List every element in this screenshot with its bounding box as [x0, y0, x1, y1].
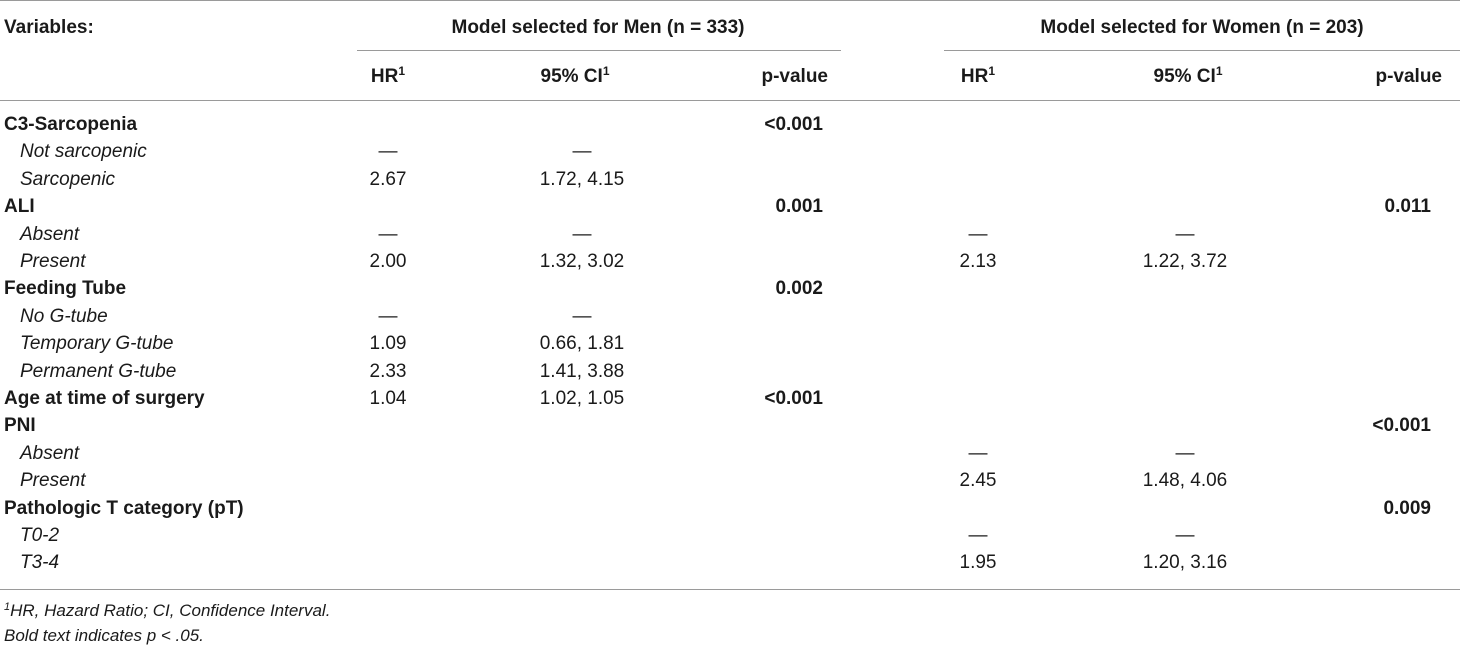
- table-bottom-rule: [0, 589, 1460, 590]
- women-hr-cell: 2.45: [959, 470, 997, 491]
- women-hr-cell: —: [968, 525, 988, 546]
- men-ci-cell: 1.41, 3.88: [539, 361, 625, 382]
- top-rule: [0, 0, 1460, 1]
- men-ci-header: 95% CI1: [540, 64, 610, 87]
- women-ci-cell: —: [1175, 224, 1195, 245]
- level-label: No G-tube: [20, 306, 108, 327]
- men-pvalue-cell: 0.001: [775, 196, 823, 217]
- men-pvalue-header: p-value: [761, 66, 828, 87]
- women-ci-cell: 1.22, 3.72: [1142, 251, 1228, 272]
- men-pvalue-cell: 0.002: [775, 278, 823, 299]
- level-label: Absent: [20, 224, 80, 245]
- women-group-header: Model selected for Women (n = 203): [1040, 17, 1364, 38]
- footnote-abbreviations: 1HR, Hazard Ratio; CI, Confidence Interv…: [4, 601, 331, 620]
- men-ci-cell: 1.72, 4.15: [539, 169, 625, 190]
- men-hr-cell: —: [378, 224, 398, 245]
- men-ci-cell: —: [572, 141, 592, 162]
- women-hr-header: HR1: [960, 64, 996, 87]
- men-hr-cell: 2.33: [369, 361, 407, 382]
- women-pvalue-cell: 0.009: [1383, 498, 1431, 519]
- variables-header: Variables:: [4, 17, 94, 38]
- level-label: Sarcopenic: [20, 169, 116, 190]
- men-hr-cell: —: [378, 141, 398, 162]
- variable-label: Feeding Tube: [4, 278, 127, 299]
- level-label: Absent: [20, 443, 80, 464]
- men-pvalue-cell: <0.001: [764, 114, 823, 135]
- level-label: Present: [20, 251, 86, 272]
- women-pvalue-cell: 0.011: [1384, 196, 1432, 217]
- men-ci-cell: 1.32, 3.02: [539, 251, 625, 272]
- men-ci-cell: —: [572, 306, 592, 327]
- men-hr-cell: 2.67: [369, 169, 407, 190]
- variable-label: Age at time of surgery: [4, 388, 205, 409]
- women-ci-header: 95% CI1: [1153, 64, 1223, 87]
- level-label: Temporary G-tube: [20, 333, 174, 354]
- women-hr-cell: 2.13: [959, 251, 997, 272]
- men-hr-cell: —: [378, 306, 398, 327]
- men-group-underline: [357, 50, 841, 51]
- variable-label: Pathologic T category (pT): [4, 498, 244, 519]
- women-group-underline: [944, 50, 1460, 51]
- footnote-bold-note: Bold text indicates p < .05.: [4, 626, 204, 645]
- men-hr-cell: 1.09: [369, 333, 407, 354]
- level-label: T0-2: [20, 525, 60, 546]
- level-label: Permanent G-tube: [20, 361, 177, 382]
- women-hr-cell: —: [968, 224, 988, 245]
- women-ci-cell: —: [1175, 443, 1195, 464]
- women-ci-cell: —: [1175, 525, 1195, 546]
- men-pvalue-cell: <0.001: [764, 388, 823, 409]
- women-pvalue-header: p-value: [1375, 66, 1442, 87]
- men-hr-header: HR1: [370, 64, 406, 87]
- men-group-header: Model selected for Men (n = 333): [451, 17, 745, 38]
- women-hr-cell: 1.95: [959, 552, 997, 573]
- level-label: T3-4: [20, 552, 60, 573]
- variable-label: PNI: [4, 415, 36, 436]
- level-label: Not sarcopenic: [20, 141, 147, 162]
- men-ci-cell: —: [572, 224, 592, 245]
- men-hr-cell: 1.04: [369, 388, 407, 409]
- women-ci-cell: 1.20, 3.16: [1142, 552, 1228, 573]
- level-label: Present: [20, 470, 86, 491]
- men-ci-cell: 1.02, 1.05: [539, 388, 625, 409]
- women-pvalue-cell: <0.001: [1372, 415, 1431, 436]
- men-hr-cell: 2.00: [369, 251, 407, 272]
- variable-label: C3-Sarcopenia: [4, 114, 138, 135]
- women-ci-cell: 1.48, 4.06: [1142, 470, 1228, 491]
- men-ci-cell: 0.66, 1.81: [539, 333, 625, 354]
- variable-label: ALI: [4, 196, 35, 217]
- header-bottom-rule: [0, 100, 1460, 101]
- women-hr-cell: —: [968, 443, 988, 464]
